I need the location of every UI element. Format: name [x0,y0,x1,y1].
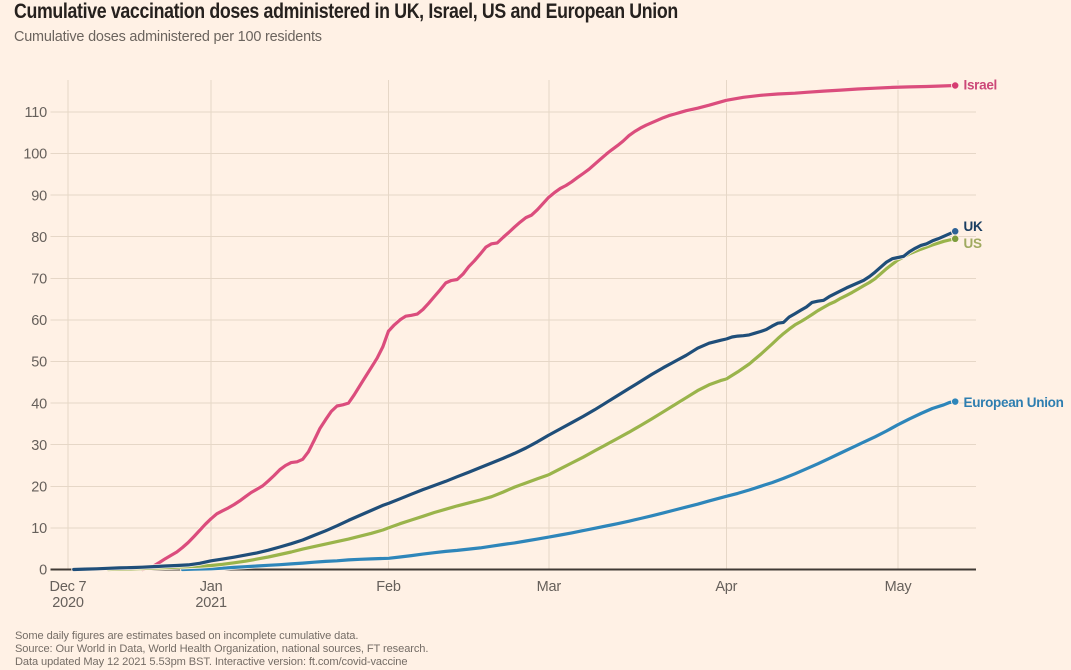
svg-text:2020: 2020 [52,595,84,611]
svg-text:80: 80 [31,230,47,246]
svg-text:UK: UK [964,219,983,234]
svg-text:100: 100 [23,147,47,163]
svg-text:10: 10 [31,521,47,537]
svg-text:Apr: Apr [715,579,737,595]
svg-text:Dec 7: Dec 7 [50,579,87,595]
svg-text:90: 90 [31,188,47,204]
svg-text:70: 70 [31,272,47,288]
svg-text:20: 20 [31,480,47,496]
svg-text:Jan: Jan [200,579,223,595]
svg-text:60: 60 [31,313,47,329]
svg-text:European Union: European Union [964,395,1064,410]
svg-text:50: 50 [31,355,47,371]
svg-text:2021: 2021 [195,595,227,611]
svg-text:110: 110 [24,105,47,121]
svg-text:30: 30 [31,438,47,454]
svg-text:US: US [964,236,982,251]
svg-text:Mar: Mar [537,579,562,595]
svg-text:Israel: Israel [964,78,997,93]
svg-text:40: 40 [31,396,47,412]
svg-text:Feb: Feb [376,579,401,595]
svg-text:May: May [885,579,913,595]
svg-text:0: 0 [39,563,47,579]
